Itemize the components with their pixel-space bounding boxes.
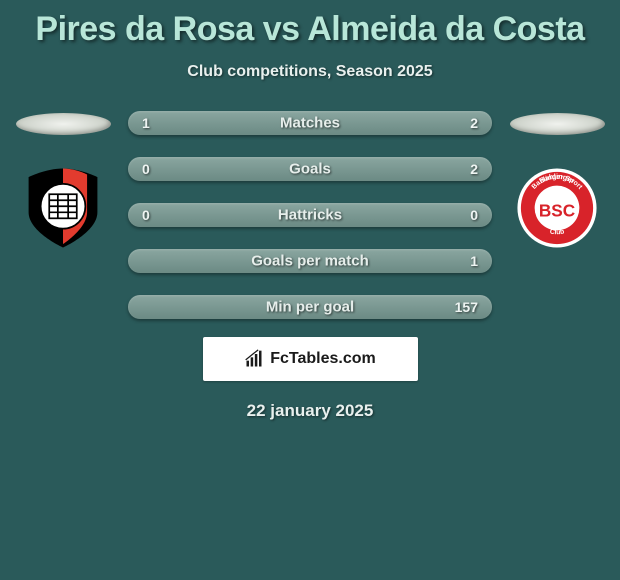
stat-right-value: 157 [455, 299, 478, 315]
svg-text:Club: Club [549, 228, 565, 236]
stat-left-value: 0 [142, 161, 150, 177]
stat-bar-goals: 0 Goals 2 [128, 157, 492, 181]
right-club-badge-icon: BSC Bahlinger Bahlinger Sport Club [514, 165, 600, 251]
stat-bar-matches: 1 Matches 2 [128, 111, 492, 135]
stat-right-value: 2 [470, 161, 478, 177]
stat-left-value: 0 [142, 207, 150, 223]
stats-bars: 1 Matches 2 0 Goals 2 0 Hattricks 0 Goal… [118, 111, 502, 319]
stat-label: Min per goal [266, 299, 354, 316]
left-marker-ellipse [16, 113, 111, 135]
watermark-text: FcTables.com [270, 350, 376, 368]
page-title: Pires da Rosa vs Almeida da Costa [0, 0, 620, 49]
stat-right-value: 0 [470, 207, 478, 223]
stat-bar-min-per-goal: Min per goal 157 [128, 295, 492, 319]
chart-icon [244, 349, 264, 369]
svg-text:BSC: BSC [539, 201, 575, 221]
stat-bar-hattricks: 0 Hattricks 0 [128, 203, 492, 227]
watermark: FcTables.com [203, 337, 418, 381]
stat-bar-goals-per-match: Goals per match 1 [128, 249, 492, 273]
stat-label: Matches [280, 115, 340, 132]
date-text: 22 january 2025 [0, 401, 620, 421]
right-marker-ellipse [510, 113, 605, 135]
stat-right-value: 1 [470, 253, 478, 269]
comparison-row: 1 Matches 2 0 Goals 2 0 Hattricks 0 Goal… [0, 111, 620, 319]
left-club-badge-icon [20, 165, 106, 251]
right-player-col: BSC Bahlinger Bahlinger Sport Club [502, 111, 612, 251]
stat-label: Goals [289, 161, 331, 178]
stat-right-value: 2 [470, 115, 478, 131]
stat-left-value: 1 [142, 115, 150, 131]
page-subtitle: Club competitions, Season 2025 [0, 63, 620, 81]
stat-label: Hattricks [278, 207, 342, 224]
left-player-col [8, 111, 118, 251]
stat-label: Goals per match [251, 253, 369, 270]
